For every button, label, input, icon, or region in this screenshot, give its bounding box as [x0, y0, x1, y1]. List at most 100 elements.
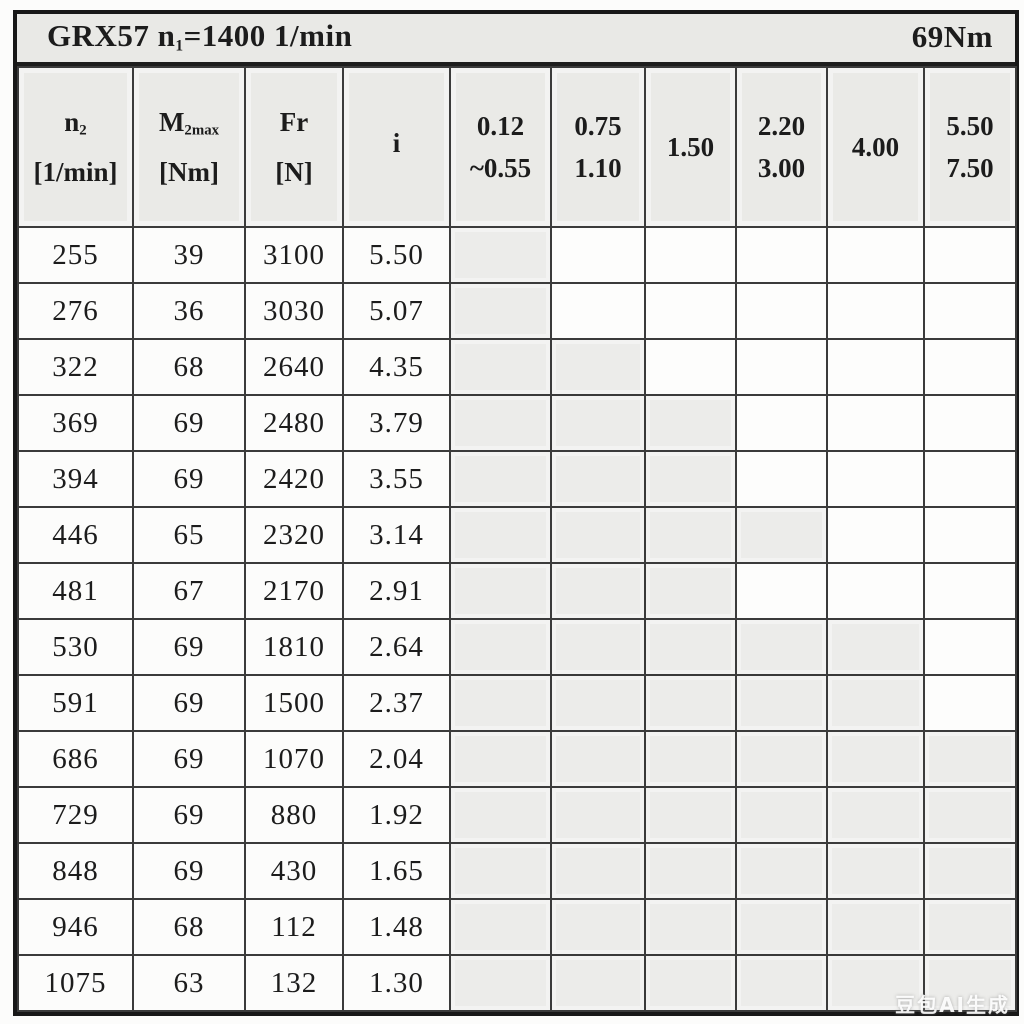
power-cell-shaded: [923, 898, 1017, 956]
cell-n2: 322: [17, 338, 134, 396]
power-cell-shaded: [826, 674, 925, 732]
power-cell-empty: [735, 282, 828, 340]
table-row: 322 68 2640 4.35: [17, 338, 1017, 396]
power-cell-empty: [923, 618, 1017, 676]
power-cell-shaded: [644, 394, 737, 452]
col-header-m2max: M2max [Nm]: [132, 66, 246, 228]
ratings-table: n2 [1/min] M2max [Nm] Fr [N] i 0.12 ~: [17, 66, 1017, 1012]
power-cell-empty: [923, 338, 1017, 396]
table-body: 255 39 3100 5.50 276 36 3030 5.07 322 68 2640 4.35 3…: [17, 226, 1017, 1012]
power-cell-empty: [826, 338, 925, 396]
table-row: 686 69 1070 2.04: [17, 730, 1017, 788]
power-cell-shaded: [644, 562, 737, 620]
cell-i: 2.04: [342, 730, 451, 788]
power-cell-shaded: [550, 338, 646, 396]
power-cell-shaded: [449, 954, 552, 1012]
power-cell-shaded: [644, 450, 737, 508]
power-cell-shaded: [826, 730, 925, 788]
table-row: 481 67 2170 2.91: [17, 562, 1017, 620]
power-cell-shaded: [449, 450, 552, 508]
power-cell-shaded: [644, 674, 737, 732]
table-row: 394 69 2420 3.55: [17, 450, 1017, 508]
cell-n2: 394: [17, 450, 134, 508]
power-cell-shaded: [449, 394, 552, 452]
cell-m2max: 67: [132, 562, 246, 620]
cell-fr: 2170: [244, 562, 344, 620]
cell-m2max: 69: [132, 618, 246, 676]
power-cell-shaded: [550, 394, 646, 452]
cell-m2max: 68: [132, 898, 246, 956]
power-cell-empty: [923, 394, 1017, 452]
torque-rating: 69Nm: [911, 19, 993, 54]
col-header-power-1: 0.12 ~0.55: [449, 66, 552, 228]
power-cell-shaded: [449, 786, 552, 844]
table-row: 276 36 3030 5.07: [17, 282, 1017, 340]
col-header-power-6: 5.50 7.50: [923, 66, 1017, 228]
power-cell-shaded: [449, 674, 552, 732]
table-row: 446 65 2320 3.14: [17, 506, 1017, 564]
power-cell-shaded: [826, 954, 925, 1012]
model-title: GRX57 n1=1400 1/min: [47, 18, 352, 55]
cell-i: 1.65: [342, 842, 451, 900]
cell-i: 2.37: [342, 674, 451, 732]
power-cell-empty: [923, 450, 1017, 508]
col-header-power-3: 1.50: [644, 66, 737, 228]
cell-m2max: 69: [132, 450, 246, 508]
cell-fr: 3030: [244, 282, 344, 340]
col-header-i: i: [342, 66, 451, 228]
power-cell-empty: [826, 562, 925, 620]
cell-i: 3.14: [342, 506, 451, 564]
cell-m2max: 36: [132, 282, 246, 340]
table-row: 255 39 3100 5.50: [17, 226, 1017, 284]
power-cell-shaded: [449, 842, 552, 900]
power-cell-empty: [550, 226, 646, 284]
power-cell-shaded: [644, 506, 737, 564]
table-row: 591 69 1500 2.37: [17, 674, 1017, 732]
cell-fr: 1810: [244, 618, 344, 676]
header-row: n2 [1/min] M2max [Nm] Fr [N] i 0.12 ~: [17, 66, 1017, 228]
col-header-fr: Fr [N]: [244, 66, 344, 228]
power-cell-empty: [735, 338, 828, 396]
cell-i: 3.55: [342, 450, 451, 508]
cell-m2max: 69: [132, 730, 246, 788]
power-cell-shaded: [735, 954, 828, 1012]
power-cell-shaded: [735, 898, 828, 956]
power-cell-shaded: [550, 954, 646, 1012]
cell-n2: 255: [17, 226, 134, 284]
cell-fr: 132: [244, 954, 344, 1012]
power-cell-shaded: [923, 730, 1017, 788]
cell-n2: 946: [17, 898, 134, 956]
table-row: 369 69 2480 3.79: [17, 394, 1017, 452]
cell-n2: 686: [17, 730, 134, 788]
power-cell-shaded: [550, 730, 646, 788]
cell-fr: 1070: [244, 730, 344, 788]
cell-n2: 530: [17, 618, 134, 676]
power-cell-shaded: [550, 898, 646, 956]
power-cell-empty: [644, 226, 737, 284]
power-cell-shaded: [449, 562, 552, 620]
power-cell-shaded: [550, 562, 646, 620]
power-cell-shaded: [923, 954, 1017, 1012]
power-cell-empty: [826, 506, 925, 564]
power-cell-shaded: [735, 674, 828, 732]
power-cell-shaded: [550, 506, 646, 564]
power-cell-empty: [923, 562, 1017, 620]
power-cell-empty: [550, 282, 646, 340]
table-row: 530 69 1810 2.64: [17, 618, 1017, 676]
cell-i: 1.30: [342, 954, 451, 1012]
power-cell-shaded: [644, 842, 737, 900]
power-cell-empty: [644, 282, 737, 340]
cell-n2: 276: [17, 282, 134, 340]
power-cell-shaded: [735, 786, 828, 844]
power-cell-shaded: [644, 730, 737, 788]
power-cell-shaded: [826, 842, 925, 900]
table-row: 848 69 430 1.65: [17, 842, 1017, 900]
power-cell-empty: [735, 450, 828, 508]
power-cell-shaded: [550, 842, 646, 900]
cell-fr: 2420: [244, 450, 344, 508]
table-row: 729 69 880 1.92: [17, 786, 1017, 844]
cell-i: 4.35: [342, 338, 451, 396]
power-cell-empty: [735, 394, 828, 452]
power-cell-empty: [826, 226, 925, 284]
cell-i: 3.79: [342, 394, 451, 452]
